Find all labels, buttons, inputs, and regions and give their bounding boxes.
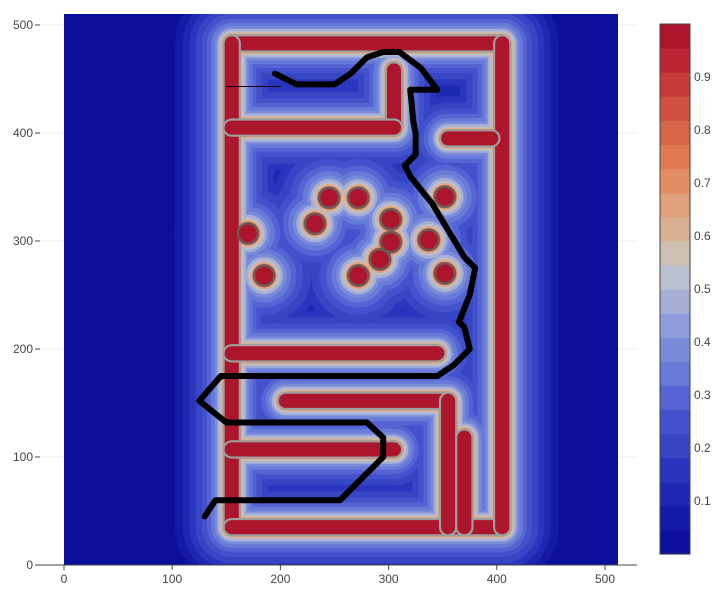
colorbar-tick-label: 0.2 (694, 441, 711, 455)
obstacle-6 (371, 250, 389, 269)
y-tick-label: 300 (13, 234, 33, 248)
contour-bands (64, 14, 618, 565)
colorbar-tick-label: 0.3 (694, 388, 711, 402)
colorbar-band (660, 505, 690, 531)
colorbar-band (660, 457, 690, 483)
y-tick-label: 100 (13, 450, 33, 464)
colorbar-band (660, 144, 690, 170)
axes: 0 100 200 300 400 500 0 100 200 300 400 500 (13, 18, 637, 586)
obstacle-5 (349, 266, 368, 285)
plot-area (40, 14, 637, 565)
obstacle-3 (306, 214, 324, 233)
x-tick-label: 300 (379, 572, 399, 586)
colorbar-band (660, 96, 690, 121)
colorbar-band (660, 409, 690, 435)
grid-lines (40, 24, 637, 458)
colorbar-tick-label: 0.7 (694, 176, 711, 190)
trajectory-line (196, 49, 479, 520)
x-tick-label: 500 (595, 572, 615, 586)
trajectory (196, 49, 479, 520)
colorbar-band (660, 192, 690, 218)
x-tick-label: 0 (61, 572, 68, 586)
colorbar-tick-label: 0.6 (694, 229, 711, 243)
y-tick-label: 500 (13, 18, 33, 32)
obstacle-4 (349, 188, 368, 207)
y-tick-label: 200 (13, 342, 33, 356)
colorbar-band (660, 481, 690, 507)
obstacle-walls (222, 34, 512, 537)
obstacle-7 (381, 210, 400, 229)
y-tick-label: 0 (26, 558, 33, 572)
colorbar-band (660, 313, 690, 338)
colorbar-tick-label: 0.1 (694, 494, 711, 508)
colorbar-band (660, 433, 690, 459)
x-tick-label: 400 (487, 572, 507, 586)
colorbar-band (660, 529, 690, 555)
colorbar-band (660, 240, 690, 266)
colorbar-band (660, 264, 690, 290)
colorbar-tick-label: 0.9 (694, 70, 711, 84)
colorbar-band (660, 168, 690, 194)
colorbar: 0.1 0.2 0.3 0.4 0.5 0.6 0.7 0.8 0.9 (659, 23, 711, 555)
colorbar-band (660, 361, 690, 386)
obstacle-11 (435, 264, 454, 283)
obstacle-9 (419, 231, 438, 249)
obstacle-10 (435, 187, 454, 206)
colorbar-band (660, 72, 690, 97)
colorbar-band (660, 48, 690, 73)
colorbar-band (660, 216, 690, 242)
colorbar-band (660, 337, 690, 362)
y-tick-label: 400 (13, 126, 33, 140)
colorbar-tick-label: 0.5 (694, 282, 711, 296)
obstacle-0 (239, 224, 257, 243)
colorbar-tick-label: 0.8 (694, 123, 711, 137)
obstacle-8 (381, 233, 400, 251)
colorbar-band (660, 24, 690, 49)
obstacle-1 (255, 266, 274, 285)
colorbar-tick-label: 0.4 (694, 335, 711, 349)
x-tick-label: 200 (270, 572, 290, 586)
obstacle-2 (320, 188, 338, 207)
colorbar-band (660, 385, 690, 411)
x-tick-label: 100 (162, 572, 182, 586)
colorbar-band (660, 120, 690, 146)
colorbar-band (660, 289, 690, 314)
obstacle-circles (236, 185, 457, 287)
colorbar-border (659, 23, 691, 555)
